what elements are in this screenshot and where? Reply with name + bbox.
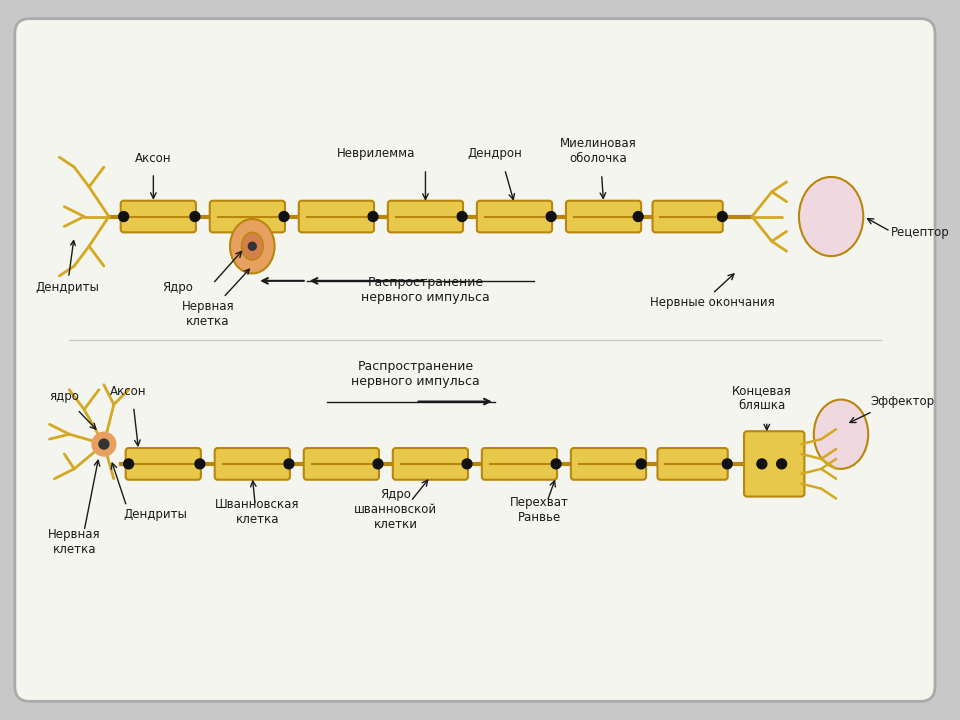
FancyBboxPatch shape [299, 201, 374, 233]
Circle shape [195, 459, 204, 469]
FancyBboxPatch shape [571, 448, 646, 480]
FancyBboxPatch shape [653, 201, 723, 233]
Text: Дендрон: Дендрон [468, 147, 522, 160]
FancyBboxPatch shape [477, 201, 552, 233]
Text: Дендриты: Дендриты [36, 240, 99, 294]
Circle shape [756, 459, 767, 469]
Circle shape [249, 242, 256, 250]
Text: Эффектор: Эффектор [871, 395, 935, 408]
Circle shape [119, 212, 129, 222]
Circle shape [777, 459, 786, 469]
Text: Ядро
шванновской
клетки: Ядро шванновской клетки [354, 488, 438, 531]
Circle shape [368, 212, 378, 222]
Circle shape [717, 212, 728, 222]
Circle shape [279, 212, 289, 222]
Text: Распространение
нервного импульса: Распространение нервного импульса [351, 360, 480, 388]
FancyBboxPatch shape [482, 448, 557, 480]
Circle shape [92, 432, 116, 456]
Circle shape [457, 212, 467, 222]
Circle shape [546, 212, 556, 222]
FancyBboxPatch shape [658, 448, 728, 480]
Circle shape [190, 212, 200, 222]
Text: Нервная
клетка: Нервная клетка [48, 528, 101, 556]
Circle shape [99, 439, 108, 449]
Circle shape [284, 459, 294, 469]
Circle shape [636, 459, 646, 469]
Text: Аксон: Аксон [135, 152, 172, 165]
Text: Концевая
бляшка: Концевая бляшка [732, 384, 792, 413]
FancyBboxPatch shape [121, 201, 196, 233]
Ellipse shape [814, 400, 868, 469]
Text: Распространение
нервного импульса: Распространение нервного импульса [361, 276, 490, 304]
Text: ядро: ядро [49, 390, 80, 402]
Text: Миелиновая
оболочка: Миелиновая оболочка [561, 137, 637, 165]
Ellipse shape [230, 219, 275, 274]
FancyBboxPatch shape [209, 201, 285, 233]
Text: Нервная
клетка: Нервная клетка [181, 269, 250, 328]
Text: Дендриты: Дендриты [124, 508, 187, 521]
Text: Аксон: Аксон [110, 384, 147, 397]
Text: Перехват
Ранвье: Перехват Ранвье [510, 496, 568, 524]
Text: Ядро: Ядро [162, 281, 193, 294]
Text: Неврилемма: Неврилемма [337, 147, 415, 160]
FancyBboxPatch shape [393, 448, 468, 480]
FancyBboxPatch shape [126, 448, 201, 480]
FancyBboxPatch shape [566, 201, 641, 233]
Circle shape [551, 459, 561, 469]
Text: Нервные окончания: Нервные окончания [650, 296, 775, 309]
Circle shape [124, 459, 133, 469]
Ellipse shape [799, 177, 863, 256]
FancyBboxPatch shape [388, 201, 463, 233]
Text: Рецептор: Рецептор [891, 226, 949, 239]
Circle shape [462, 459, 472, 469]
Circle shape [722, 459, 732, 469]
FancyBboxPatch shape [744, 431, 804, 497]
Circle shape [634, 212, 643, 222]
Ellipse shape [241, 233, 263, 260]
FancyBboxPatch shape [303, 448, 379, 480]
FancyBboxPatch shape [14, 19, 935, 701]
Text: Шванновская
клетка: Шванновская клетка [215, 498, 300, 526]
FancyBboxPatch shape [215, 448, 290, 480]
Circle shape [373, 459, 383, 469]
